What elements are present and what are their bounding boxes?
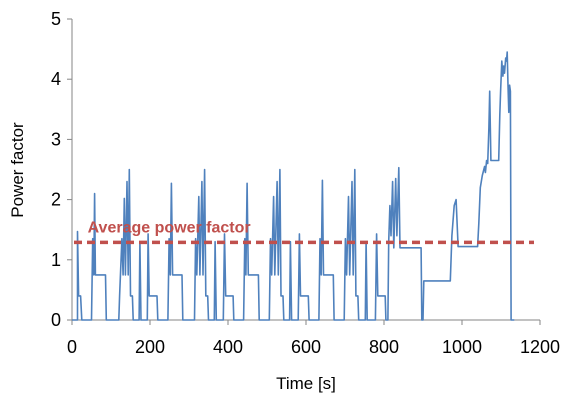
y-tick-label: 0	[51, 310, 61, 330]
y-tick-label: 5	[51, 9, 61, 29]
x-tick-label: 1200	[520, 337, 560, 357]
y-tick-label: 1	[51, 250, 61, 270]
x-tick-label: 600	[291, 337, 321, 357]
x-tick-label: 200	[135, 337, 165, 357]
y-ticks: 0 1 2 3 4 5	[51, 9, 72, 330]
x-axis-title: Time [s]	[276, 374, 336, 393]
y-axis-title: Power factor	[8, 122, 27, 218]
x-tick-label: 0	[67, 337, 77, 357]
plot-area	[72, 19, 540, 320]
x-tick-label: 400	[213, 337, 243, 357]
x-tick-label: 1000	[442, 337, 482, 357]
y-tick-label: 3	[51, 129, 61, 149]
y-tick-label: 4	[51, 69, 61, 89]
y-tick-label: 2	[51, 190, 61, 210]
x-tick-label: 800	[369, 337, 399, 357]
average-power-factor-label: Average power factor	[88, 220, 251, 237]
x-ticks: 0 200 400 600 800 1000 1200	[67, 320, 560, 357]
